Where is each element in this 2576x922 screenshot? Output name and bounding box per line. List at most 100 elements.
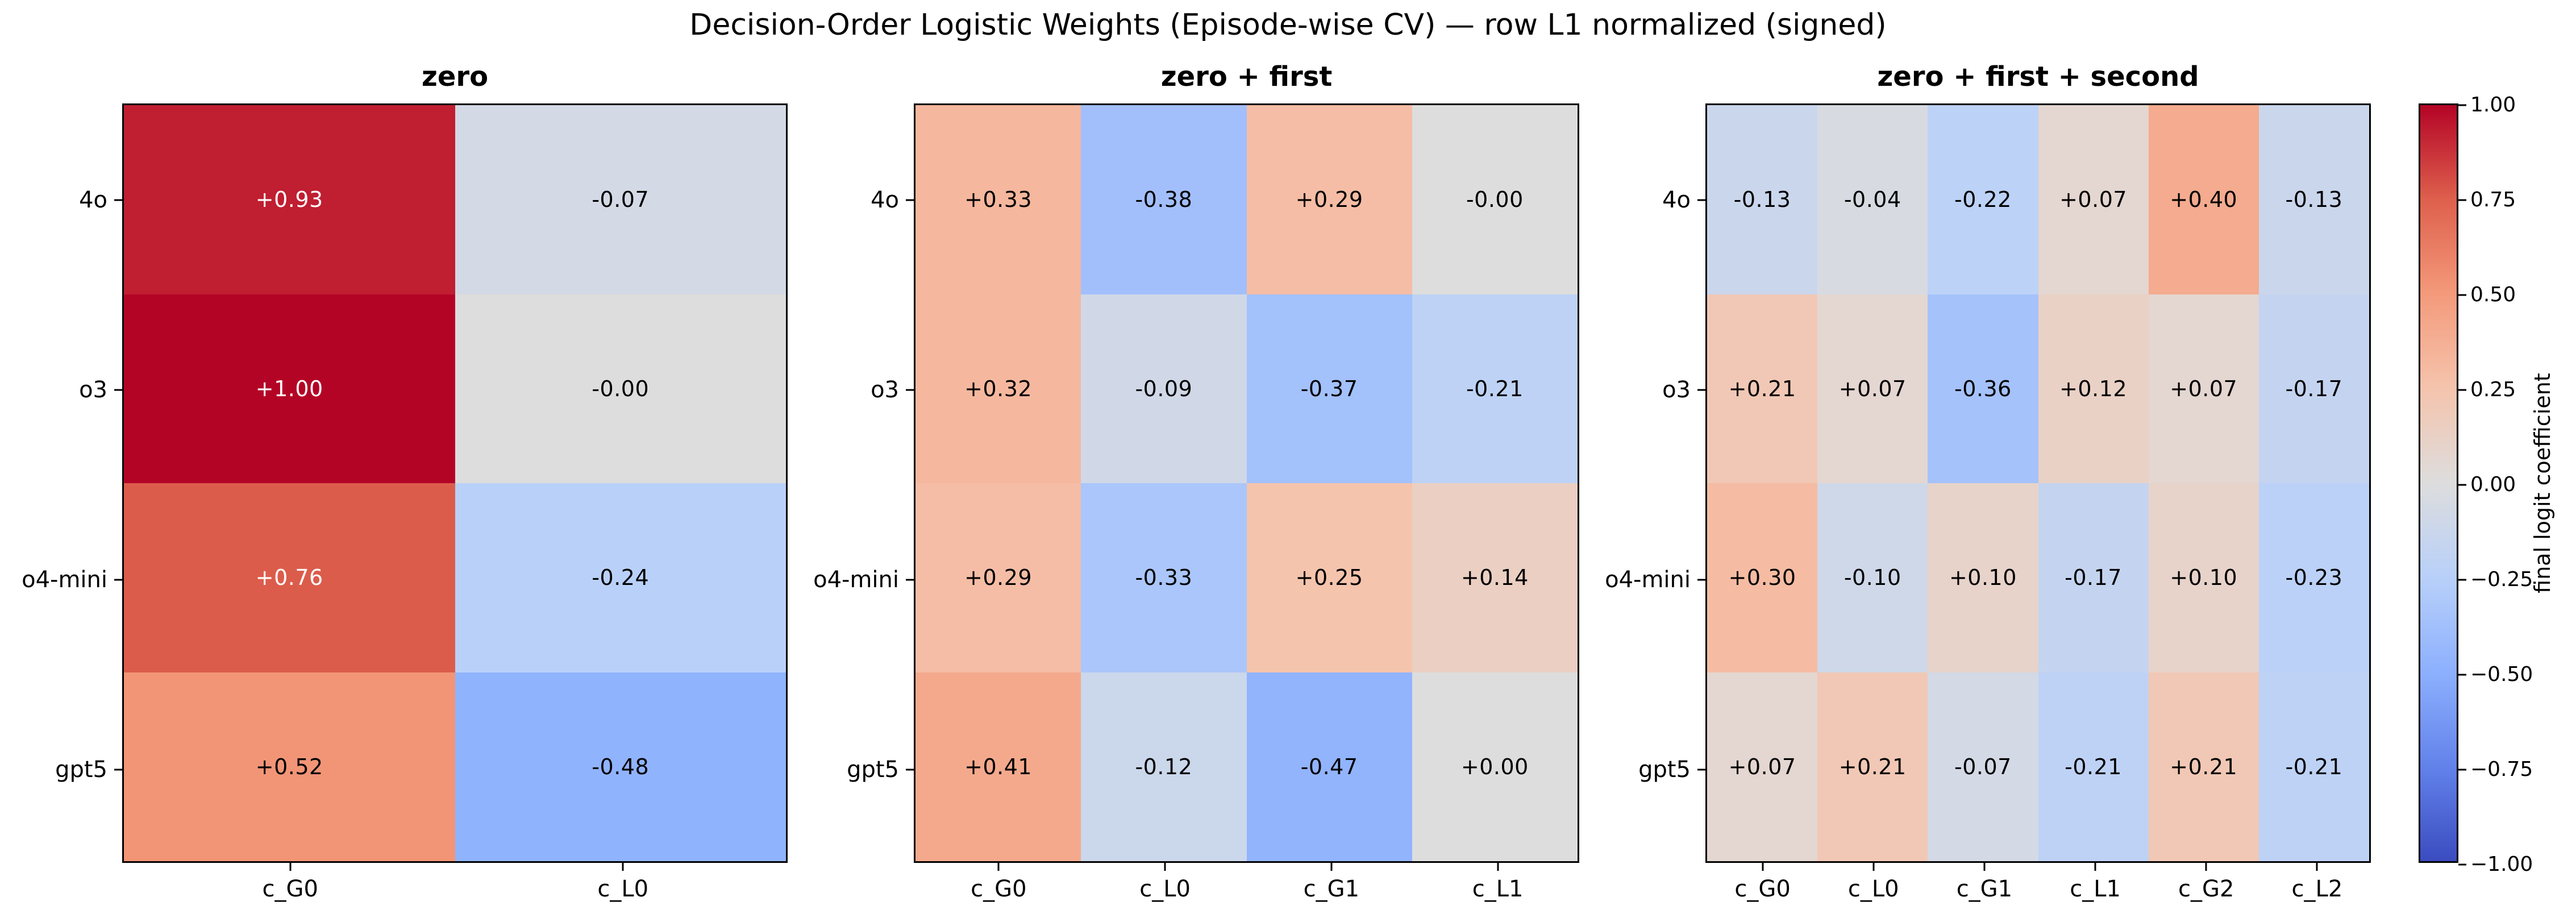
heatmap-cell: +0.29 <box>915 483 1081 672</box>
cell-value-label: -0.10 <box>1843 565 1901 591</box>
cell-value-label: +0.76 <box>255 565 323 591</box>
colorbar-tick <box>2458 294 2466 296</box>
heatmap-cell: +0.12 <box>2038 294 2149 483</box>
colorbar-tick-label: −1.00 <box>2470 853 2533 876</box>
cell-value-label: -0.07 <box>1954 754 2012 779</box>
cell-value-label: -0.33 <box>1135 565 1193 591</box>
cell-value-label: -0.48 <box>592 754 650 779</box>
heatmap-cell: -0.04 <box>1817 105 1928 294</box>
heatmap-cell: +0.00 <box>1412 672 1578 861</box>
x-tick-label: c_L1 <box>2070 876 2121 902</box>
x-tick <box>2205 863 2207 871</box>
heatmap-cell: +0.10 <box>1928 483 2038 672</box>
cell-value-label: +0.29 <box>1295 187 1363 213</box>
heatmap-panel-2: zero + first +0.33 -0.38 +0.29 -0.00 +0.32 -0.… <box>813 61 1579 900</box>
colorbar-tick-label: 0.25 <box>2470 378 2516 401</box>
cell-value-label: -0.23 <box>2285 565 2343 591</box>
y-tick-label: o4-mini <box>22 567 107 593</box>
panel-title: zero + first + second <box>1877 61 2199 93</box>
cell-value-label: -0.13 <box>2285 187 2343 213</box>
heatmap-cell: +0.07 <box>1817 294 1928 483</box>
y-tick-label: gpt5 <box>1638 757 1691 783</box>
heatmap-cell: +1.00 <box>124 294 455 483</box>
cell-value-label: +0.14 <box>1460 565 1529 591</box>
heatmap-cell: -0.17 <box>2258 294 2369 483</box>
cell-value-label: +0.93 <box>255 187 323 213</box>
colorbar-tick <box>2458 863 2466 866</box>
heatmap-cell: +0.93 <box>124 105 455 294</box>
panel-title: zero + first <box>1160 61 1333 93</box>
x-tick <box>997 863 1000 871</box>
heatmap-cell: +0.21 <box>1707 294 1818 483</box>
heatmap-cell: -0.47 <box>1246 672 1412 861</box>
colorbar-tick <box>2458 104 2466 106</box>
cell-value-label: +0.30 <box>1728 565 1796 591</box>
cell-value-label: -0.13 <box>1733 187 1791 213</box>
heatmap-panel-1: zero +0.93 -0.07 +1.00 -0.00 +0.76 -0.24 +0.52 -… <box>22 61 788 900</box>
colorbar-tick-label: 0.75 <box>2470 188 2516 211</box>
cell-value-label: +0.52 <box>255 754 323 779</box>
cell-value-label: -0.21 <box>2285 754 2343 779</box>
colorbar-tick <box>2458 389 2466 391</box>
cell-value-label: +0.21 <box>1728 376 1796 401</box>
heatmap-cell: -0.37 <box>1246 294 1412 483</box>
heatmap-cell: +0.07 <box>2148 294 2259 483</box>
cell-value-label: +0.32 <box>964 376 1033 401</box>
x-tick-label: c_G1 <box>1303 876 1360 902</box>
x-tick <box>1872 863 1875 871</box>
y-tick <box>906 389 914 391</box>
heatmap-cell: -0.07 <box>1928 672 2038 861</box>
y-tick <box>114 579 122 581</box>
heatmap-cell: -0.33 <box>1081 483 1247 672</box>
heatmap-cell: -0.00 <box>455 294 786 483</box>
y-tick <box>906 199 914 201</box>
y-tick-label: o4-mini <box>1605 567 1691 593</box>
x-tick-label: c_G1 <box>1956 876 2013 902</box>
y-tick <box>114 769 122 771</box>
x-tick <box>1497 863 1499 871</box>
colorbar-tick-label: −0.25 <box>2470 568 2533 591</box>
heatmap-cell: -0.38 <box>1081 105 1247 294</box>
heatmap-cell: +0.21 <box>2148 672 2259 861</box>
x-tick <box>1983 863 1986 871</box>
y-tick <box>114 199 122 201</box>
x-tick-label: c_L2 <box>2291 876 2343 902</box>
colorbar-tick <box>2458 484 2466 486</box>
x-tick-label: c_L0 <box>1847 876 1899 902</box>
x-tick <box>289 863 292 871</box>
x-tick-label: c_L1 <box>1472 876 1524 902</box>
cell-value-label: -0.47 <box>1300 754 1358 779</box>
cell-value-label: -0.38 <box>1135 187 1193 213</box>
x-tick-label: c_L0 <box>1139 876 1191 902</box>
y-tick-label: 4o <box>79 187 107 213</box>
heatmap-cell: +0.21 <box>1817 672 1928 861</box>
y-tick <box>906 579 914 581</box>
y-tick <box>1697 769 1705 771</box>
colorbar-tick-label: 0.50 <box>2470 283 2516 306</box>
y-tick-label: o3 <box>1662 377 1691 403</box>
y-tick-label: o4-mini <box>813 567 899 593</box>
y-tick <box>1697 389 1705 391</box>
colorbar-tick-label: 0.00 <box>2470 473 2516 496</box>
heatmap-cell: -0.12 <box>1081 672 1247 861</box>
cell-value-label: +0.25 <box>1295 565 1363 591</box>
cell-value-label: +0.10 <box>1949 565 2017 591</box>
heatmap-cell: -0.22 <box>1928 105 2038 294</box>
colorbar-tick-label: 1.00 <box>2470 93 2516 117</box>
heatmap-cell: +0.07 <box>1707 672 1818 861</box>
heatmap-cell: -0.23 <box>2258 483 2369 672</box>
cell-value-label: +0.12 <box>2059 376 2128 401</box>
colorbar-tick-label: −0.50 <box>2470 663 2533 686</box>
y-tick-label: 4o <box>1662 187 1691 213</box>
x-tick-label: c_G0 <box>262 876 318 902</box>
heatmap-cell: +0.33 <box>915 105 1081 294</box>
heatmap-cell: -0.48 <box>455 672 786 861</box>
heatmap-cell: +0.07 <box>2038 105 2149 294</box>
cell-value-label: -0.17 <box>2285 376 2343 401</box>
cell-value-label: +0.41 <box>964 754 1033 779</box>
x-tick <box>1330 863 1333 871</box>
y-tick-label: gpt5 <box>55 757 107 783</box>
heatmap-cell: -0.13 <box>2258 105 2369 294</box>
cell-value-label: +0.29 <box>964 565 1033 591</box>
cell-value-label: -0.00 <box>1466 187 1524 213</box>
